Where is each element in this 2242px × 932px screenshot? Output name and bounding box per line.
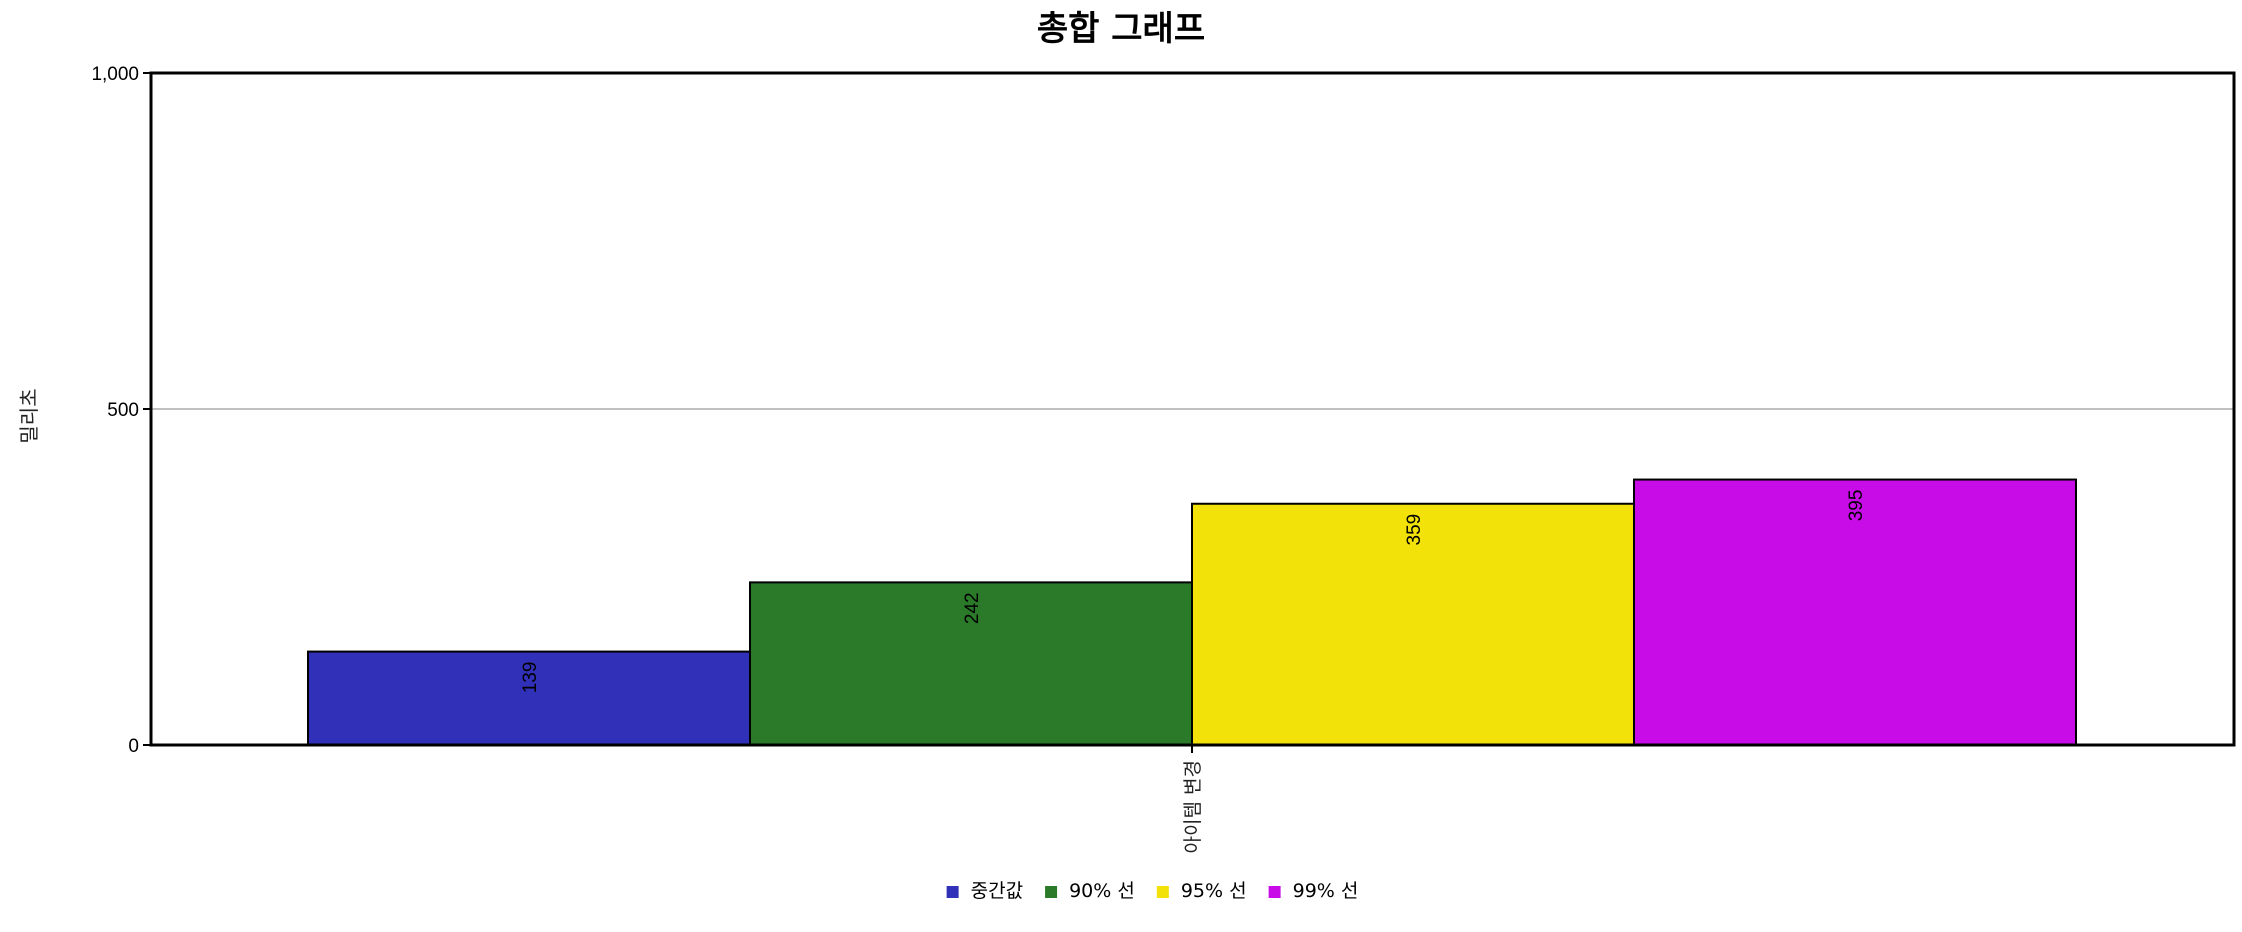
legend-swatch (1268, 886, 1281, 898)
bar-4 (1633, 478, 2077, 746)
bars (307, 478, 2077, 747)
legend-label: 99% 선 (1293, 880, 1359, 902)
x-tick-label: 아이템 변경 (1182, 760, 1204, 853)
y-axis-ticks: 0 500 1,000 (91, 64, 151, 757)
bar-2 (749, 581, 1193, 746)
data-label: 242 (962, 592, 983, 624)
data-label: 139 (520, 662, 541, 694)
legend-item: 95% 선 (1156, 880, 1247, 902)
legend-item: 99% 선 (1268, 880, 1359, 902)
legend-item: 90% 선 (1045, 880, 1135, 902)
data-labels: 139 242 359 395 (520, 490, 1867, 694)
legend-label: 중간값 (971, 880, 1023, 902)
legend-item: 중간값 (946, 880, 1023, 902)
legend-label: 95% 선 (1181, 880, 1247, 902)
data-label: 395 (1846, 490, 1867, 522)
x-axis-ticks: 아이템 변경 (1182, 745, 1204, 853)
legend-label: 90% 선 (1069, 880, 1135, 902)
y-tick-label: 500 (107, 400, 139, 421)
legend: 중간값 90% 선 95% 선 99% 선 (946, 880, 1359, 902)
legend-swatch (1156, 886, 1169, 898)
chart-title: 총합 그래프 (1037, 9, 1205, 49)
legend-swatch (1045, 886, 1058, 898)
data-label: 359 (1404, 514, 1425, 546)
y-tick-label: 1,000 (91, 64, 139, 85)
y-tick-label: 0 (128, 736, 139, 757)
legend-swatch (946, 886, 959, 898)
y-axis-label: 밀리초 (17, 388, 41, 443)
